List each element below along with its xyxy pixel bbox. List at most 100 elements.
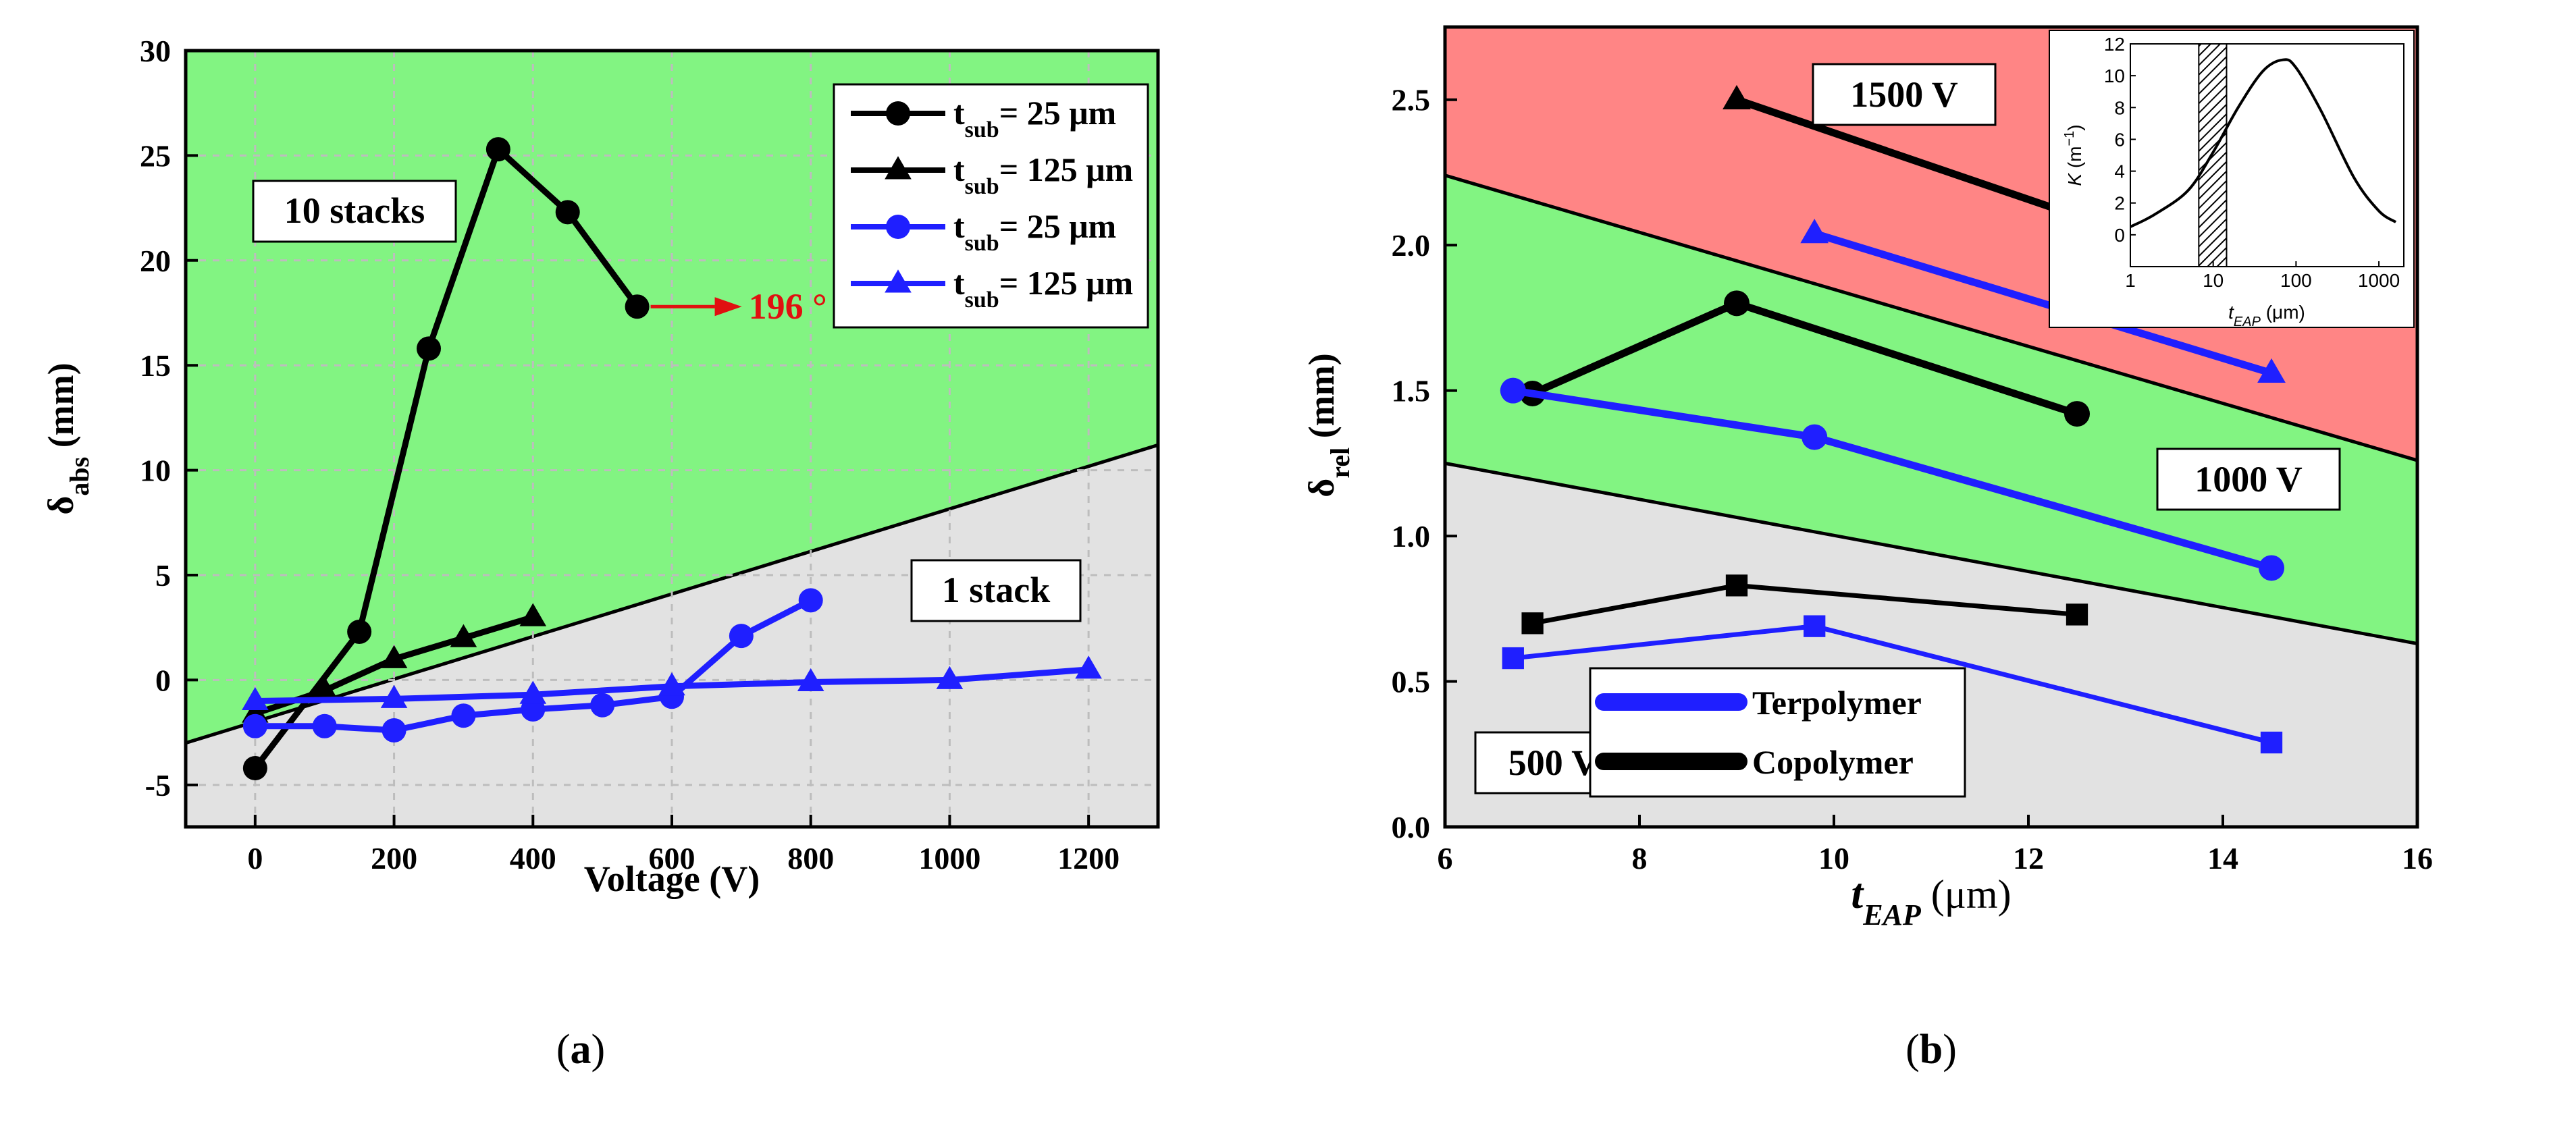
chart-b-x-axis-label: tEAP (μm)	[1851, 869, 2011, 932]
series-line	[253, 146, 640, 770]
annotation-arrowhead	[714, 297, 742, 317]
label-1500-v: 1500 V	[1850, 74, 1958, 115]
data-point	[1802, 424, 1828, 450]
chart-a-x-axis-label: Voltage (V)	[584, 859, 760, 899]
inset-y-tick-label: 10	[2104, 65, 2125, 86]
chart-b-legend-box	[1589, 667, 1966, 798]
data-point	[519, 680, 547, 704]
x-tick-label: 8	[1632, 841, 1648, 875]
series-blue-triangle	[242, 655, 1102, 711]
chart-b-y-ticks: 0.0 0.5 1.0 1.5 2.0 2.5	[1392, 83, 1457, 844]
y-tick-label: 0.0	[1392, 810, 1431, 844]
x-tick-label: 600	[649, 841, 695, 875]
chart-b-x-ticks: 6 8 10 12 14 16	[1438, 815, 2433, 875]
inset-x-axis-label: tEAP (μm)	[2228, 302, 2305, 329]
data-point	[380, 645, 408, 668]
chart-a-y-axis-label: δabs (mm)	[41, 362, 95, 514]
data-point	[1800, 219, 1829, 244]
inset-x-tick-label: 10	[2203, 270, 2224, 291]
y-tick-label: 2.5	[1392, 83, 1431, 117]
x-tick-label: 12	[2013, 841, 2044, 875]
y-tick-label: 2.0	[1392, 228, 1431, 263]
annotation-text: 196 °	[749, 286, 827, 327]
data-point	[798, 588, 823, 613]
chart-a-legend: tsub= 25 μm tsub= 125 μm tsub= 25 μm tsub= …	[833, 83, 1149, 329]
inset-y-ticks: 0 2 4 6 8 10 12	[2104, 34, 2136, 246]
legend-label-terpolymer: Terpolymer	[1752, 684, 1922, 722]
series-copolymer-square	[1521, 574, 2088, 634]
data-point	[658, 672, 685, 696]
data-point	[797, 668, 824, 692]
data-point	[312, 713, 337, 738]
data-point	[485, 137, 510, 162]
data-point	[2064, 401, 2090, 427]
inset-x-tick-label: 1	[2125, 270, 2136, 291]
series-line	[1735, 96, 2078, 220]
x-tick-label: 0	[247, 841, 263, 875]
x-tick-label: 1200	[1057, 841, 1120, 875]
inset-y-tick-label: 0	[2114, 225, 2125, 246]
data-point	[936, 666, 964, 689]
y-tick-label: 10	[140, 454, 171, 488]
data-point	[2260, 731, 2283, 754]
chart-b-boundary-upper	[1444, 173, 2418, 462]
legend-label: tsub= 25 μm	[953, 94, 1116, 142]
legend-swatch-marker	[886, 215, 910, 239]
data-point	[242, 713, 267, 738]
inset-y-tick-label: 4	[2114, 161, 2125, 182]
inset-x-tick-label: 1000	[2358, 270, 2400, 291]
data-point	[1521, 612, 1544, 634]
data-point	[1502, 647, 1524, 670]
inset-y-tick-label: 6	[2114, 129, 2125, 150]
x-tick-label: 200	[371, 841, 417, 875]
legend-label: tsub= 125 μm	[953, 151, 1133, 199]
x-tick-label: 800	[787, 841, 834, 875]
inset-y-tick-label: 2	[2114, 193, 2125, 214]
x-tick-label: 400	[510, 841, 556, 875]
data-point	[242, 755, 267, 780]
y-tick-label: 1.0	[1392, 519, 1431, 554]
data-point	[451, 703, 476, 728]
chart-b-y-axis-label: δrel (mm)	[1301, 353, 1355, 497]
series-blue-circle	[242, 588, 823, 743]
y-tick-label: 5	[155, 558, 171, 593]
data-point	[1724, 290, 1750, 317]
x-tick-label: 10	[1818, 841, 1849, 875]
data-point	[625, 294, 650, 319]
chart-b-frame	[1443, 25, 2419, 829]
chart-b-legend: Terpolymer Copolymer	[1589, 667, 1966, 798]
y-tick-label: 1.5	[1392, 374, 1431, 408]
annotation-196-degree: 196 °	[650, 286, 827, 327]
label-1000-v: 1000 V	[2194, 459, 2303, 500]
panel-label-b: (b)	[1905, 1027, 1957, 1073]
data-point	[417, 336, 441, 361]
x-tick-label: 14	[2207, 841, 2238, 875]
y-tick-label: -5	[145, 768, 171, 803]
chart-b-inset: 1 10 100 1000 0 2 4 6 8 10 12 tEAP (μm) K (m−1)	[2049, 30, 2415, 329]
y-tick-label: 25	[140, 138, 171, 173]
inset-y-tick-label: 12	[2104, 34, 2125, 55]
data-point	[450, 624, 477, 647]
label-10-stacks-box: 10 stacks	[252, 180, 457, 243]
y-tick-label: 15	[140, 348, 171, 383]
data-point	[2259, 555, 2284, 581]
series-terpolymer-triangle	[1800, 219, 2286, 383]
legend-swatch-marker	[885, 156, 912, 180]
x-tick-label: 16	[2402, 841, 2433, 875]
data-point	[1804, 615, 1826, 637]
series-line	[1813, 230, 2273, 377]
data-point	[382, 718, 406, 743]
panel-label-a: (a)	[556, 1027, 605, 1073]
series-terpolymer-circle	[1500, 377, 2284, 581]
data-point	[1075, 655, 1102, 679]
label-1000-v-box: 1000 V	[2156, 448, 2341, 511]
series-terpolymer-square	[1502, 615, 2283, 754]
legend-label: tsub= 125 μm	[953, 264, 1133, 313]
series-black-circle	[242, 137, 650, 780]
inset-curve	[2130, 58, 2397, 228]
chart-a-legend-box	[833, 83, 1149, 329]
legend-swatch-marker	[885, 269, 912, 293]
data-point	[1725, 574, 1748, 597]
chart-a: 0 200 400 600 800 1000 1200 -5 0 5 10 15 20 25 30 Vol…	[41, 34, 1160, 1073]
